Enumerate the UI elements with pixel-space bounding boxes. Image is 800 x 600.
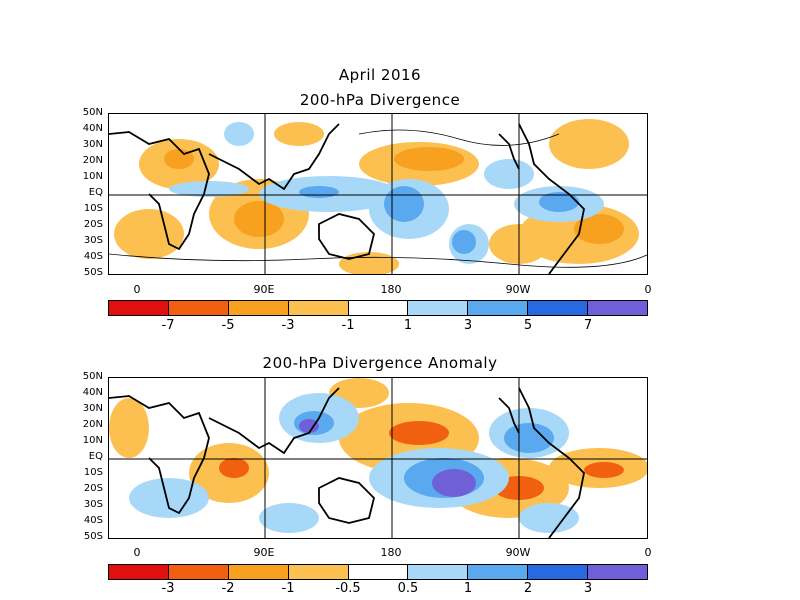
colorbar-swatch	[228, 301, 289, 315]
panel2-colorbar	[108, 564, 648, 580]
lat-label: 10N	[82, 171, 103, 182]
lat-label: 50N	[82, 107, 103, 118]
lat-label: EQ	[88, 187, 103, 198]
panel2-title: 200-hPa Divergence Anomaly	[262, 354, 498, 372]
colorbar-label: 5	[523, 318, 533, 333]
lon-label: 90W	[505, 546, 531, 559]
lon-label: 0	[644, 546, 652, 559]
lat-label: 40S	[83, 515, 103, 526]
colorbar-swatch	[588, 301, 648, 315]
lat-label: 30S	[83, 235, 103, 246]
lat-label: 20S	[83, 483, 103, 494]
colorbar-label: -0.5	[335, 581, 361, 596]
colorbar-label: -3	[281, 318, 295, 333]
lon-label: 0	[133, 283, 141, 296]
colorbar-swatch	[109, 301, 169, 315]
colorbar-swatch	[348, 565, 409, 579]
colorbar-swatch	[228, 565, 289, 579]
lat-label: 40N	[82, 123, 103, 134]
colorbar-swatch	[168, 565, 229, 579]
colorbar-label: -1	[281, 581, 295, 596]
colorbar-label: -3	[161, 581, 175, 596]
lat-label: 10S	[83, 203, 103, 214]
colorbar-swatch	[408, 301, 469, 315]
lat-label: 30N	[82, 403, 103, 414]
colorbar-label: 3	[463, 318, 473, 333]
colorbar-swatch	[109, 565, 169, 579]
colorbar-swatch	[348, 301, 409, 315]
colorbar-swatch	[288, 301, 349, 315]
lon-label: 90W	[505, 283, 531, 296]
colorbar-swatch	[468, 565, 529, 579]
lon-label: 0	[644, 283, 652, 296]
lat-label: 50N	[82, 371, 103, 382]
colorbar-label: -1	[341, 318, 355, 333]
lat-label: 50S	[83, 267, 103, 278]
colorbar-swatch	[528, 565, 589, 579]
month-title: April 2016	[338, 66, 422, 84]
lat-label: 20N	[82, 419, 103, 430]
colorbar-swatch	[588, 565, 648, 579]
colorbar-swatch	[408, 565, 469, 579]
colorbar-label: 0.5	[397, 581, 419, 596]
colorbar-label: 1	[403, 318, 413, 333]
lat-label: 50S	[83, 531, 103, 542]
colorbar-label: 2	[523, 581, 533, 596]
coastlines	[109, 123, 585, 274]
lat-label: 40S	[83, 251, 103, 262]
lon-label: 90E	[253, 546, 275, 559]
lat-label: 10S	[83, 467, 103, 478]
colorbar-label: 3	[583, 581, 593, 596]
very-strong-positive-anomaly-areas	[299, 419, 476, 497]
colorbar-label: -5	[221, 318, 235, 333]
lat-label: 40N	[82, 387, 103, 398]
lat-label: 20N	[82, 155, 103, 166]
lat-label: 30S	[83, 499, 103, 510]
panel1-title: 200-hPa Divergence	[299, 91, 461, 109]
colorbar-swatch	[468, 301, 529, 315]
lon-label: 180	[380, 546, 402, 559]
lon-label: 0	[133, 546, 141, 559]
lon-label: 90E	[253, 283, 275, 296]
colorbar-swatch	[168, 301, 229, 315]
lat-label: 10N	[82, 435, 103, 446]
colorbar-label: 7	[583, 318, 593, 333]
lon-label: 180	[380, 283, 402, 296]
grid-lines	[109, 378, 647, 538]
divergence-anomaly-map	[108, 377, 648, 539]
grid-lines	[109, 114, 647, 274]
zero-contours	[109, 129, 647, 268]
lat-label: 20S	[83, 219, 103, 230]
colorbar-label: 1	[463, 581, 473, 596]
colorbar-label: -7	[161, 318, 175, 333]
colorbar-swatch	[288, 565, 349, 579]
colorbar-label: -2	[221, 581, 235, 596]
lat-label: EQ	[88, 451, 103, 462]
panel1-colorbar	[108, 300, 648, 316]
divergence-map	[108, 113, 648, 275]
lat-label: 30N	[82, 139, 103, 150]
colorbar-swatch	[528, 301, 589, 315]
coastlines	[109, 387, 585, 538]
